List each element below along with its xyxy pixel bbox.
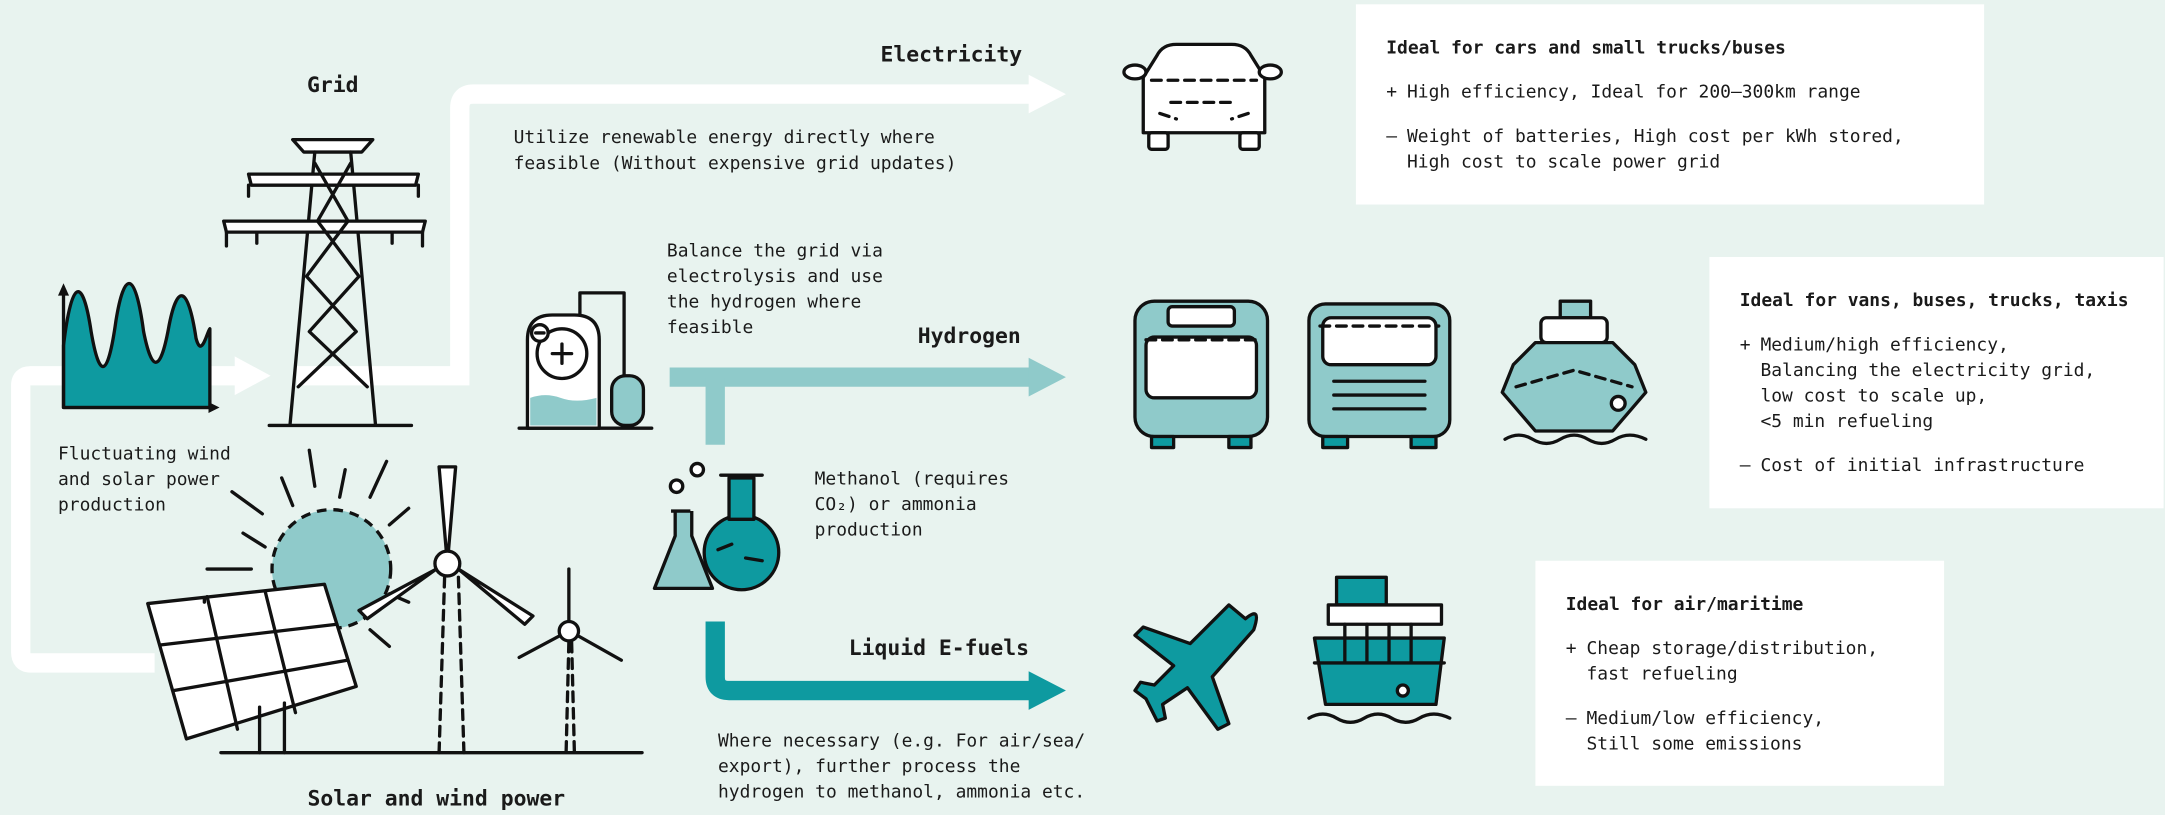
car-icon-part [1143, 44, 1265, 132]
solar-wind-label: Solar and wind power [308, 787, 566, 812]
con-line: Still some emissions [1586, 733, 1802, 754]
con-sign: – [1740, 455, 1751, 476]
efuel-vehicles-icon-part [1337, 577, 1387, 605]
car-icon-part [1149, 133, 1168, 150]
hydrogen-vehicles-icon-part [1541, 318, 1607, 343]
note-line: the hydrogen where [667, 292, 861, 313]
grid-tower-icon-part [293, 140, 373, 152]
electricity-label: Electricity [880, 42, 1022, 67]
grid-label: Grid [307, 73, 359, 98]
chemistry-flasks-icon-part [670, 480, 682, 492]
hydrogen-label: Hydrogen [918, 324, 1021, 349]
chemistry-flasks-icon-part [691, 463, 703, 475]
efuel-vehicles-icon-part [1328, 605, 1441, 624]
note-line: and solar power [58, 469, 220, 490]
note-line: Fluctuating wind [58, 443, 231, 464]
pro-line: <5 min refueling [1760, 411, 1933, 432]
car-icon-part [1124, 65, 1146, 79]
diagram: Grid Solar and wind power Electricity Hy… [0, 0, 2165, 815]
con-line: Cost of initial infrastructure [1760, 455, 2084, 476]
car-icon-part [1240, 133, 1259, 150]
chemistry-flasks-icon-part [704, 515, 779, 590]
hydrogen-vehicles-icon-part [1502, 343, 1646, 431]
efuels-label: Liquid E-fuels [849, 636, 1029, 661]
solar-wind-icon-part [559, 622, 578, 641]
con-line: Medium/low efficiency, [1586, 708, 1824, 729]
note-line: Utilize renewable energy directly where [514, 127, 935, 148]
pro-line: low cost to scale up, [1760, 385, 1987, 406]
con-line: High cost to scale power grid [1407, 151, 1720, 172]
hydrogen-vehicles-icon-part [1168, 307, 1234, 326]
note-line: Balance the grid via [667, 240, 883, 261]
electrolyser-icon-part [612, 376, 644, 426]
note-line: feasible (Without expensive grid updates… [514, 153, 957, 174]
con-sign: – [1386, 126, 1397, 147]
note-line: Where necessary (e.g. For air/sea/ [718, 731, 1085, 752]
page: Grid Solar and wind power Electricity Hy… [0, 0, 2165, 815]
solar-wind-icon-part [435, 551, 460, 576]
hydrogen-vehicles-icon-part [1146, 337, 1256, 398]
hydrogen-vehicles-icon-part [1560, 301, 1590, 318]
note-line: Methanol (requires [815, 468, 1009, 489]
con-sign: – [1566, 708, 1577, 729]
hydrogen-vehicles-icon [1135, 301, 1646, 447]
pro-sign: + [1740, 334, 1751, 355]
note-line: CO₂) or ammonia [815, 494, 977, 515]
grid-tower-icon-part [249, 174, 419, 185]
pro-sign: + [1566, 638, 1577, 659]
pro-line: High efficiency, Ideal for 200–300km ran… [1407, 82, 1861, 103]
efuel-vehicles-icon-part [1397, 685, 1408, 696]
pro-line: Medium/high efficiency, [1760, 334, 2008, 355]
note-line: feasible [667, 317, 753, 338]
car-icon-part [1259, 65, 1281, 79]
chemistry-flasks-icon-part [729, 478, 754, 519]
card-box [1356, 4, 1984, 204]
card-title: Ideal for air/maritime [1566, 594, 1804, 615]
hydrogen-vehicles-icon-part [1323, 436, 1348, 447]
efuel-vehicles-icon-part [1314, 638, 1444, 704]
hydrogen-vehicles-icon-part [1411, 436, 1436, 447]
card-title: Ideal for vans, buses, trucks, taxis [1740, 290, 2129, 311]
pro-line: fast refueling [1586, 664, 1737, 685]
note-line: production [58, 495, 166, 516]
hydrogen-vehicles-icon-part [1152, 436, 1174, 447]
card-title: Ideal for cars and small trucks/buses [1386, 38, 1786, 59]
note-line: electrolysis and use [667, 266, 883, 287]
pro-sign: + [1386, 82, 1397, 103]
pro-line: Cheap storage/distribution, [1586, 638, 1878, 659]
note-line: export), further process the [718, 756, 1020, 777]
hydrogen-vehicles-icon-part [1611, 396, 1625, 410]
pro-line: Balancing the electricity grid, [1760, 360, 2095, 381]
note-line: hydrogen to methanol, ammonia etc. [718, 782, 1085, 803]
note-line: production [815, 519, 923, 540]
production-chart-icon-part [64, 283, 210, 407]
con-line: Weight of batteries, High cost per kWh s… [1407, 126, 1904, 147]
hydrogen-vehicles-icon-part [1229, 436, 1251, 447]
